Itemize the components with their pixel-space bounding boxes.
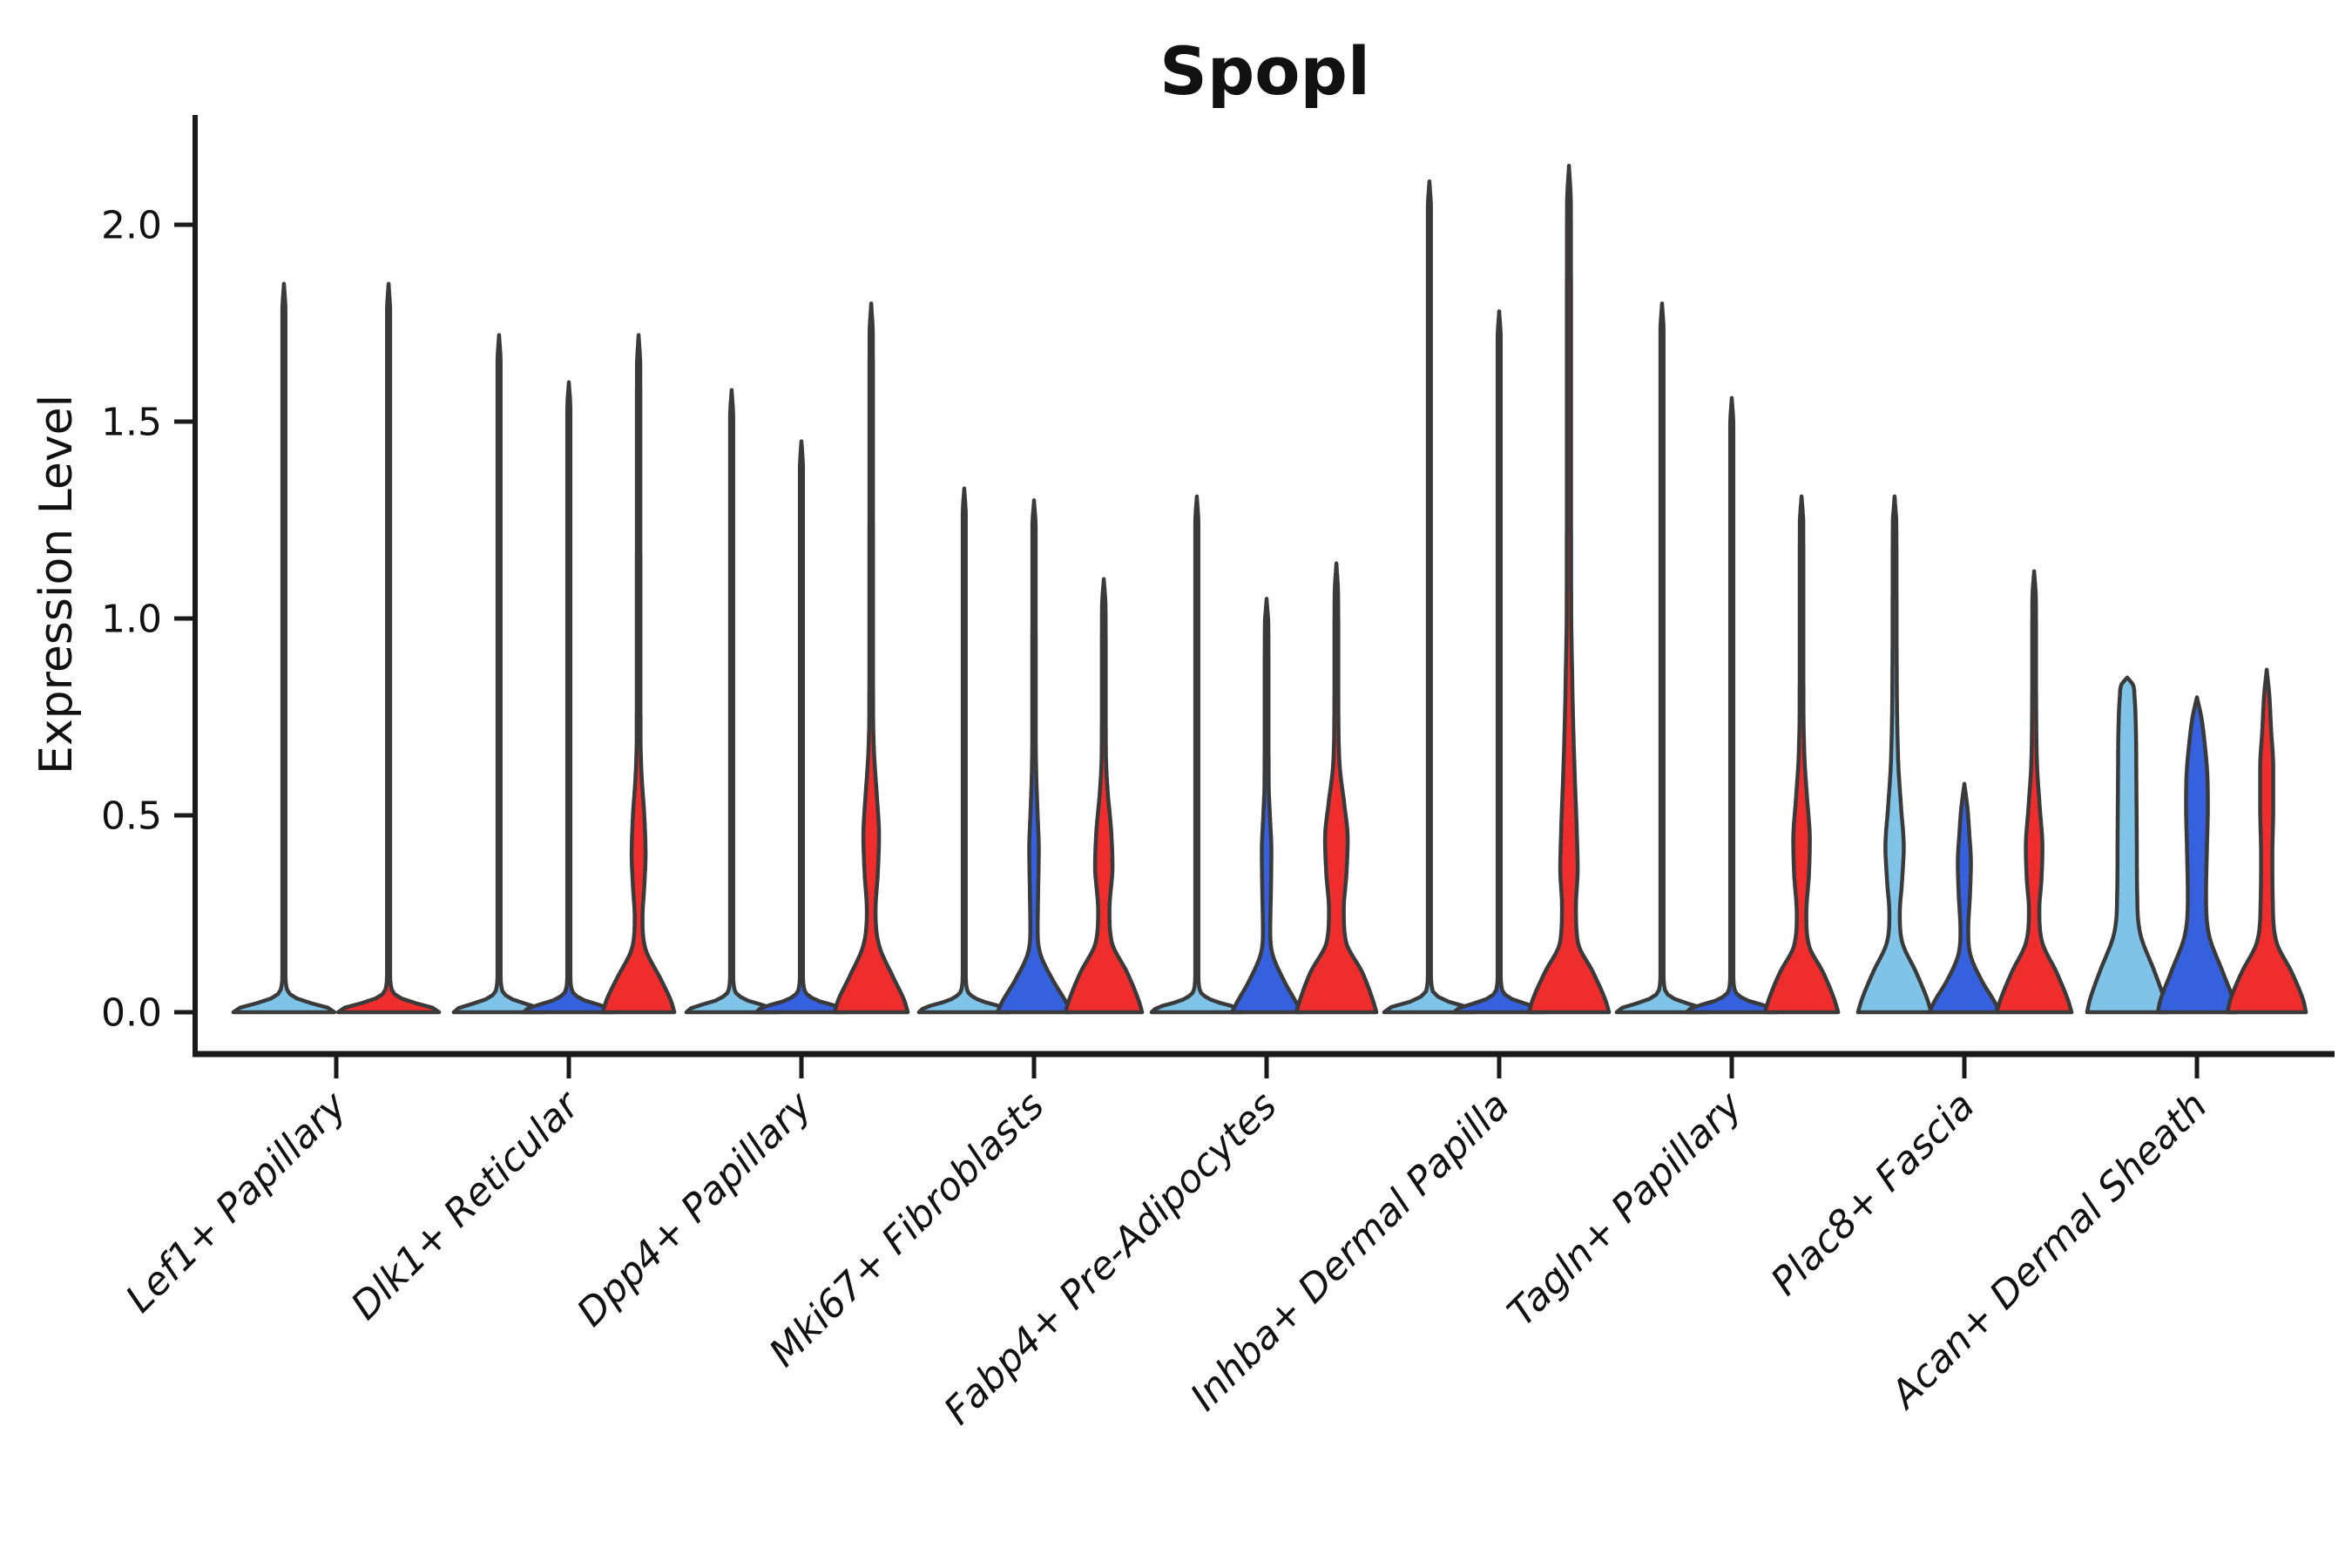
violin-fabp4-group1	[1149, 494, 1245, 1015]
violin-lef1-group1	[231, 281, 337, 1015]
violin-dpp4-group1	[684, 388, 780, 1015]
x-tick-label: Dlk1+ Reticular	[342, 1082, 589, 1328]
violin-plac8-group3	[1994, 569, 2074, 1015]
violin-fabp4-group2	[1229, 597, 1304, 1015]
y-tick-label: 0.5	[101, 794, 162, 838]
violin-dpp4-group3	[832, 301, 910, 1015]
violin-dlk1-group2	[521, 380, 617, 1015]
violin-acan-group2	[2155, 695, 2239, 1015]
violin-dpp4-group2	[754, 439, 849, 1015]
violin-inhba-group3	[1526, 163, 1612, 1015]
violin-inhba-group2	[1451, 309, 1547, 1015]
violin-dlk1-group1	[451, 333, 547, 1015]
violin-inhba-group1	[1382, 179, 1477, 1015]
violin-plac8-group2	[1927, 781, 2002, 1015]
violin-tagln-group3	[1762, 494, 1841, 1015]
x-tick-label: Tagln+ Papillary	[1499, 1083, 1751, 1335]
chart-title: Spopl	[1159, 32, 1370, 110]
y-axis-label: Expression Level	[30, 395, 83, 774]
y-tick-label: 1.0	[101, 597, 162, 641]
y-tick-label: 1.5	[101, 400, 162, 444]
x-tick-label: Plac8+ Fascia	[1762, 1084, 1983, 1304]
violin-mki67-group3	[1063, 577, 1145, 1015]
y-tick-label: 0.0	[101, 990, 162, 1035]
violin-acan-group1	[2085, 675, 2170, 1015]
y-tick-label: 2.0	[101, 203, 162, 247]
violins-layer	[231, 163, 2308, 1015]
violin-tagln-group2	[1684, 395, 1780, 1015]
violin-mki67-group2	[995, 498, 1073, 1015]
violin-dlk1-group3	[600, 333, 677, 1015]
x-tick-label: Dpp4+ Papillary	[569, 1083, 821, 1335]
violin-acan-group3	[2225, 667, 2308, 1015]
violin-plac8-group1	[1855, 494, 1934, 1015]
x-tick-label: Lef1+ Papillary	[118, 1083, 356, 1321]
violin-fabp4-group3	[1294, 561, 1379, 1015]
violin-lef1-group3	[335, 281, 442, 1015]
violin-tagln-group1	[1614, 301, 1710, 1015]
violin-mki67-group1	[916, 486, 1012, 1015]
